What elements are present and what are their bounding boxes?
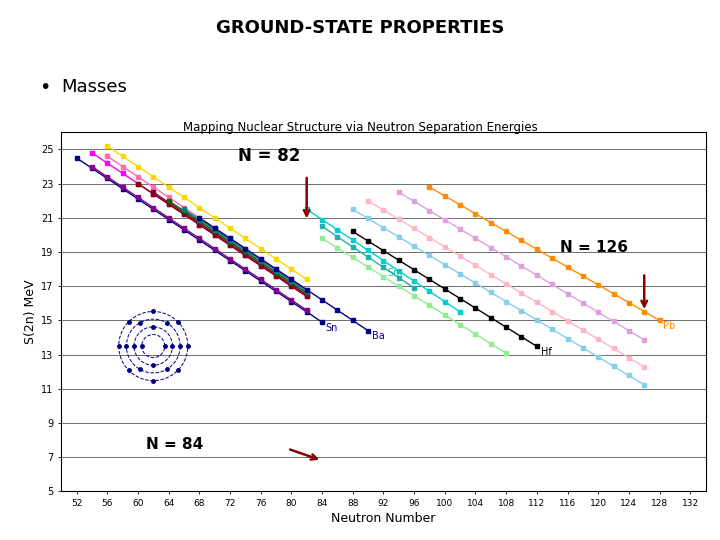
X-axis label: Neutron Number: Neutron Number xyxy=(331,512,436,525)
Text: N = 82: N = 82 xyxy=(238,147,300,165)
Text: N = 84: N = 84 xyxy=(145,437,203,451)
Text: Pb: Pb xyxy=(663,321,675,331)
Text: Ba: Ba xyxy=(372,331,384,341)
Text: N = 126: N = 126 xyxy=(560,240,628,255)
Text: •: • xyxy=(40,78,51,97)
Text: Hf: Hf xyxy=(541,347,552,357)
Text: Sm: Sm xyxy=(387,268,403,278)
Text: Mapping Nuclear Structure via Neutron Separation Energies: Mapping Nuclear Structure via Neutron Se… xyxy=(183,122,537,134)
Text: Masses: Masses xyxy=(61,78,127,96)
Y-axis label: S(2n) MeV: S(2n) MeV xyxy=(24,280,37,344)
Text: GROUND-STATE PROPERTIES: GROUND-STATE PROPERTIES xyxy=(216,19,504,37)
Text: Sn: Sn xyxy=(326,323,338,333)
